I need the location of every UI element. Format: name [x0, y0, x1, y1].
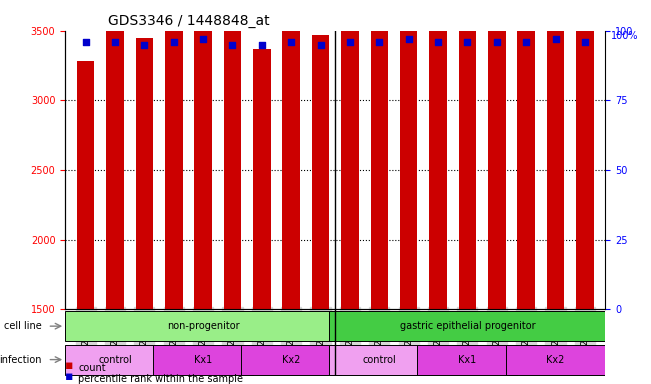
Point	[492, 39, 502, 45]
Point	[286, 39, 296, 45]
Point	[110, 39, 120, 45]
Bar	[576, 0, 594, 310]
FancyBboxPatch shape	[153, 344, 253, 375]
Point	[579, 39, 590, 45]
Point	[169, 39, 179, 45]
Text: non-progenitor: non-progenitor	[167, 321, 240, 331]
Bar	[224, 0, 242, 310]
Bar	[194, 0, 212, 310]
FancyBboxPatch shape	[417, 344, 518, 375]
Text: GDS3346 / 1448848_at: GDS3346 / 1448848_at	[108, 14, 270, 28]
Bar	[370, 0, 388, 310]
Point	[521, 39, 531, 45]
FancyBboxPatch shape	[329, 311, 605, 341]
FancyBboxPatch shape	[329, 344, 429, 375]
Bar	[165, 24, 182, 310]
Bar	[283, 6, 300, 310]
Bar	[488, 0, 506, 310]
Point	[139, 41, 150, 48]
Point	[81, 39, 91, 45]
Point	[550, 36, 561, 42]
Bar	[135, 38, 153, 310]
FancyBboxPatch shape	[506, 344, 605, 375]
Bar	[77, 61, 94, 310]
Point	[433, 39, 443, 45]
Point	[374, 39, 385, 45]
Bar	[458, 0, 477, 310]
FancyBboxPatch shape	[242, 344, 341, 375]
Text: count: count	[78, 362, 105, 372]
Text: ▪: ▪	[65, 370, 74, 383]
Point	[345, 39, 355, 45]
Text: Kx2: Kx2	[282, 354, 300, 364]
Point	[404, 36, 414, 42]
Text: infection: infection	[0, 354, 42, 364]
Bar	[518, 0, 535, 310]
Text: cell line: cell line	[4, 321, 42, 331]
Text: 100%: 100%	[611, 31, 639, 41]
Text: control: control	[98, 354, 132, 364]
Bar	[429, 0, 447, 310]
FancyBboxPatch shape	[65, 344, 165, 375]
Text: gastric epithelial progenitor: gastric epithelial progenitor	[400, 321, 535, 331]
Text: Kx1: Kx1	[458, 354, 477, 364]
Point	[462, 39, 473, 45]
Text: Kx2: Kx2	[546, 354, 564, 364]
Point	[256, 41, 267, 48]
Text: control: control	[363, 354, 396, 364]
FancyBboxPatch shape	[65, 311, 341, 341]
Text: Kx1: Kx1	[194, 354, 212, 364]
Bar	[341, 0, 359, 310]
Text: percentile rank within the sample: percentile rank within the sample	[78, 374, 243, 384]
Bar	[312, 35, 329, 310]
Point	[315, 41, 326, 48]
Bar	[400, 0, 417, 310]
Bar	[106, 7, 124, 310]
Bar	[547, 0, 564, 310]
Point	[227, 41, 238, 48]
Bar	[253, 49, 271, 310]
Text: ▪: ▪	[65, 359, 74, 372]
Point	[198, 36, 208, 42]
